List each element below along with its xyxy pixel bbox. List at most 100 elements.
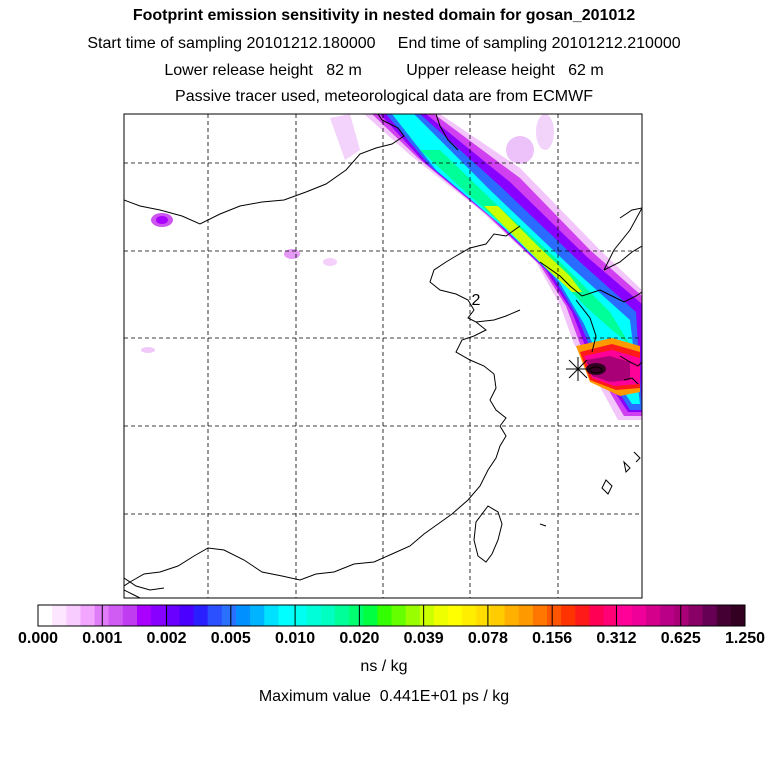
korea-north [603, 245, 642, 271]
maximum-value-text: Maximum value 0.441E+01 ps / kg [258, 688, 510, 705]
map-title: Footprint emission sensitivity in nested… [132, 7, 636, 24]
colorbar-swatch [122, 605, 138, 626]
china-coast [124, 373, 507, 587]
plume-band [420, 150, 630, 345]
colorbar-swatch [349, 605, 364, 626]
colorbar-tick-label: 0.002 [146, 630, 187, 647]
russia-coast [619, 207, 642, 219]
colorbar-swatch [320, 605, 336, 626]
japan-coast [619, 355, 642, 367]
colorbar-swatch [490, 605, 506, 626]
colorbar-tick-label: 0.625 [660, 630, 701, 647]
colorbar-swatch [193, 605, 209, 626]
colorbar [38, 605, 746, 626]
colorbar-tick-label: 0.001 [82, 630, 123, 647]
colorbar-swatch [504, 605, 520, 626]
colorbar-tick-label: 0.005 [210, 630, 251, 647]
colorbar-swatch [405, 605, 421, 626]
colorbar-swatch [476, 605, 491, 626]
plume-band [484, 206, 582, 292]
colorbar-swatch [674, 605, 689, 626]
colorbar-swatch [250, 605, 265, 626]
colorbar-tick-label: 0.156 [532, 630, 573, 647]
small-island [601, 479, 613, 495]
colorbar-swatch [80, 605, 95, 626]
weak-patch [156, 216, 168, 224]
colorbar-swatch [617, 605, 633, 626]
vietnam-border [124, 577, 165, 591]
coastlines [124, 114, 642, 598]
colorbar-tick-label: 0.078 [467, 630, 508, 647]
colorbar-swatch [631, 605, 647, 626]
colorbar-tick-label: 0.039 [403, 630, 444, 647]
colorbar-swatch [179, 605, 194, 626]
colorbar-swatch [660, 605, 675, 626]
small-island [633, 451, 641, 463]
plume-band [586, 356, 630, 382]
colorbar-swatch [603, 605, 619, 626]
colorbar-swatch [264, 605, 279, 626]
plume-layer [141, 114, 642, 420]
tracer-info-line: Passive tracer used, meteorological data… [175, 88, 593, 105]
colorbar-swatch [363, 605, 378, 626]
colorbar-swatch [235, 605, 251, 626]
colorbar-swatch [207, 605, 223, 626]
colorbar-swatch [702, 605, 718, 626]
colorbar-swatch [136, 605, 152, 626]
korea-border [539, 261, 642, 303]
weak-patch [536, 114, 554, 150]
colorbar-swatch [334, 605, 350, 626]
colorbar-swatch [66, 605, 81, 626]
colorbar-swatch [292, 605, 308, 626]
colorbar-swatch [589, 605, 604, 626]
weak-patch [506, 136, 534, 164]
taiwan-island [473, 505, 503, 563]
colorbar-tick-label: 0.020 [339, 630, 380, 647]
weak-patch [141, 347, 155, 353]
colorbar-swatch [561, 605, 576, 626]
weak-patch [284, 249, 300, 259]
colorbar-swatch [448, 605, 463, 626]
colorbar-unit: ns / kg [360, 658, 408, 675]
colorbar-swatch [419, 605, 435, 626]
colorbar-tick-label: 0.312 [596, 630, 637, 647]
colorbar-swatch [518, 605, 534, 626]
colorbar-swatch [52, 605, 67, 626]
colorbar-tick-label: 1.250 [724, 630, 766, 647]
colorbar-swatch [38, 605, 53, 626]
weak-patch [323, 258, 337, 266]
colorbar-swatch [391, 605, 407, 626]
colorbar-swatch [547, 605, 562, 626]
colorbar-swatch [221, 605, 237, 626]
release-height-line: Lower release height 82 m Upper release … [164, 62, 604, 79]
colorbar-swatch [688, 605, 703, 626]
colorbar-swatch [377, 605, 392, 626]
sampling-time-line: Start time of sampling 20101212.180000 E… [87, 35, 681, 52]
small-island [623, 460, 631, 474]
colorbar-swatch [278, 605, 293, 626]
colorbar-swatch [730, 605, 746, 626]
shandong-coast [455, 321, 495, 375]
korea-coast [575, 299, 597, 353]
colorbar-swatch [575, 605, 590, 626]
small-island [539, 523, 547, 527]
russia-coast [603, 207, 642, 271]
star-marker [566, 357, 590, 381]
colorbar-swatch [433, 605, 449, 626]
colorbar-swatch [165, 605, 180, 626]
jeju-island [589, 366, 603, 374]
bohai-coast [429, 225, 521, 323]
grid-lines [124, 114, 642, 598]
colorbar-swatch [532, 605, 548, 626]
colorbar-swatch [462, 605, 477, 626]
colorbar-swatch [151, 605, 166, 626]
north-border [124, 114, 405, 225]
map-frame [123, 113, 643, 599]
colorbar-tick-label: 0.010 [275, 630, 316, 647]
colorbar-tick-label: 0.000 [17, 630, 59, 647]
colorbar-swatch [108, 605, 124, 626]
vietnam-border [124, 589, 141, 598]
weak-patch [330, 114, 360, 160]
colorbar-swatch [716, 605, 732, 626]
